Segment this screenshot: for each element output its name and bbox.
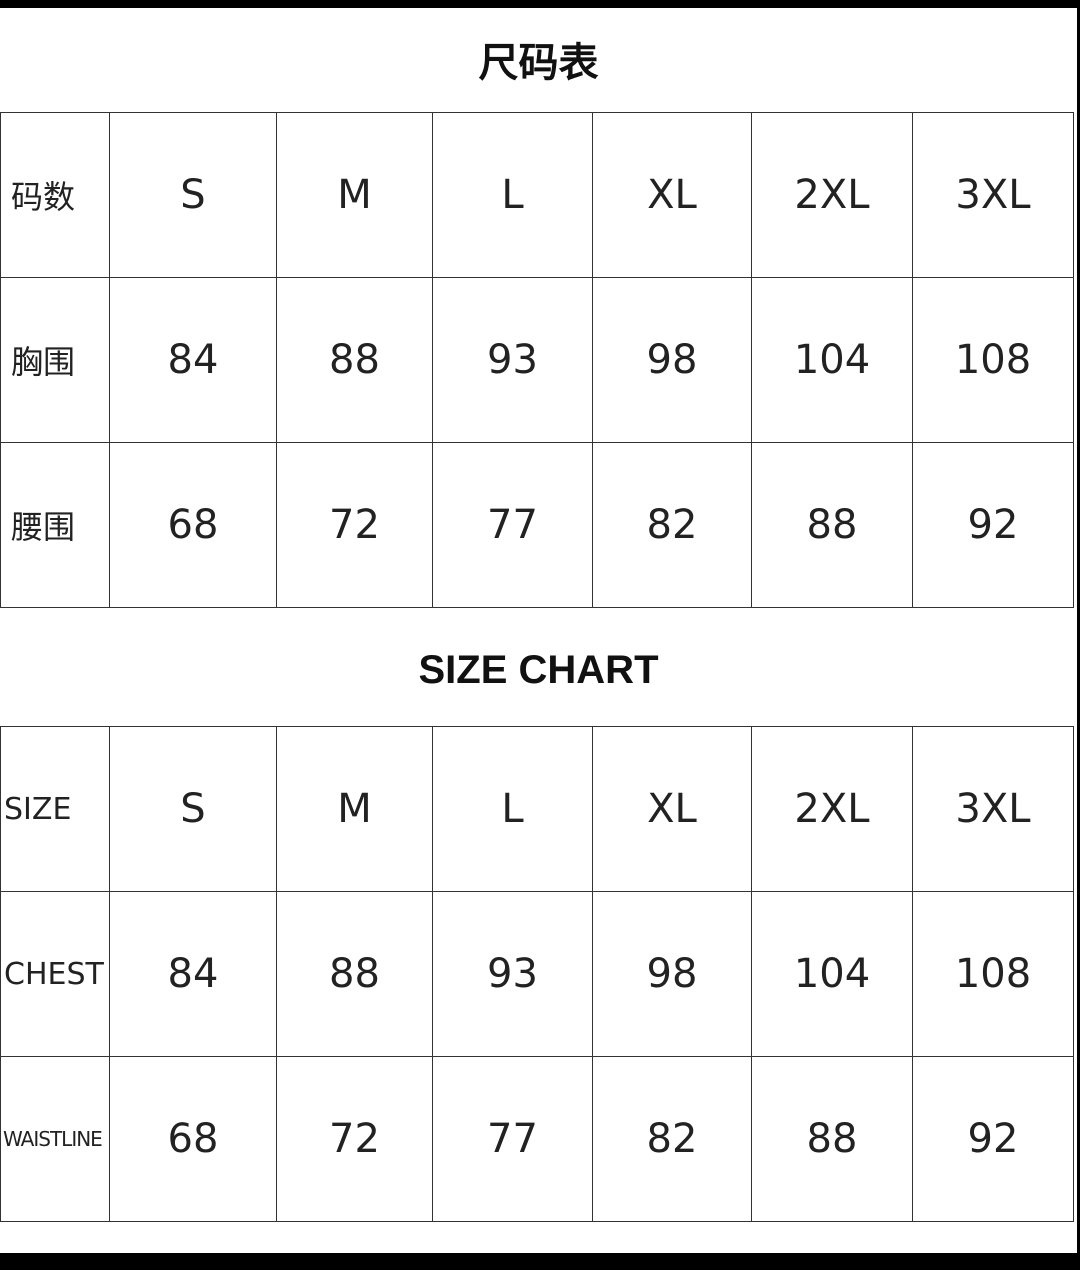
- table-cell: 108: [912, 277, 1074, 443]
- table-cell: XL: [592, 112, 752, 278]
- table-cell: 104: [751, 891, 913, 1057]
- cn-title: 尺码表: [478, 40, 599, 86]
- table-cell: 93: [432, 891, 593, 1057]
- row-label: 码数: [0, 112, 110, 278]
- table-row: SIZE S M L XL 2XL 3XL: [0, 726, 1074, 892]
- table-cell: 3XL: [912, 726, 1074, 892]
- table-cell: 93: [432, 277, 593, 443]
- row-label: CHEST: [0, 891, 110, 1057]
- table-row: WAISTLINE 68 72 77 82 88 92: [0, 1056, 1074, 1222]
- table-cell: 84: [109, 277, 277, 443]
- table-cell: 77: [432, 442, 593, 608]
- table-cell: 92: [912, 1056, 1074, 1222]
- table-cell: M: [276, 112, 433, 278]
- table-cell: 3XL: [912, 112, 1074, 278]
- table-cell: L: [432, 726, 593, 892]
- table-cell: 98: [592, 891, 752, 1057]
- table-cell: 108: [912, 891, 1074, 1057]
- table-cell: 72: [276, 442, 433, 608]
- table-cell: S: [109, 112, 277, 278]
- table-cell: M: [276, 726, 433, 892]
- table-cell: 88: [751, 442, 913, 608]
- table-cell: 98: [592, 277, 752, 443]
- table-cell: 104: [751, 277, 913, 443]
- table-cell: 88: [276, 891, 433, 1057]
- en-size-table: SIZE S M L XL 2XL 3XL CHEST 84 88 93 98 104 108 WAISTL…: [0, 726, 1074, 1222]
- table-cell: 82: [592, 442, 752, 608]
- table-cell: 68: [109, 442, 277, 608]
- table-cell: 72: [276, 1056, 433, 1222]
- table-row: 胸围 84 88 93 98 104 108: [0, 277, 1074, 443]
- table-cell: L: [432, 112, 593, 278]
- table-cell: 82: [592, 1056, 752, 1222]
- table-cell: 2XL: [751, 112, 913, 278]
- table-cell: 92: [912, 442, 1074, 608]
- row-label: 腰围: [0, 442, 110, 608]
- table-cell: 88: [751, 1056, 913, 1222]
- cn-size-table: 码数 S M L XL 2XL 3XL 胸围 84 88 93 98 104 108 腰围 68 72 77 82 8…: [0, 112, 1074, 608]
- en-title: SIZE CHART: [418, 648, 659, 692]
- table-cell: 2XL: [751, 726, 913, 892]
- table-cell: S: [109, 726, 277, 892]
- table-cell: XL: [592, 726, 752, 892]
- table-row: 码数 S M L XL 2XL 3XL: [0, 112, 1074, 278]
- table-row: 腰围 68 72 77 82 88 92: [0, 442, 1074, 608]
- row-label: WAISTLINE: [0, 1056, 110, 1222]
- row-label: 胸围: [0, 277, 110, 443]
- row-label: SIZE: [0, 726, 110, 892]
- table-cell: 68: [109, 1056, 277, 1222]
- page: 尺码表 码数 S M L XL 2XL 3XL 胸围 84 88 93 98 104 108 腰围 68 72 7…: [0, 8, 1077, 1253]
- table-row: CHEST 84 88 93 98 104 108: [0, 891, 1074, 1057]
- table-cell: 84: [109, 891, 277, 1057]
- table-cell: 88: [276, 277, 433, 443]
- table-cell: 77: [432, 1056, 593, 1222]
